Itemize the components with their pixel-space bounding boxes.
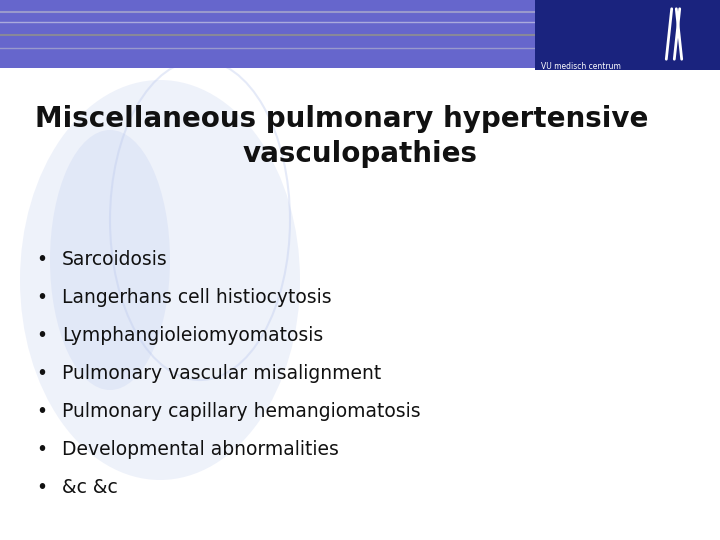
Text: •: • xyxy=(37,288,48,307)
Text: vasculopathies: vasculopathies xyxy=(243,140,477,168)
Text: •: • xyxy=(37,250,48,269)
Text: •: • xyxy=(37,440,48,459)
Text: Pulmonary capillary hemangiomatosis: Pulmonary capillary hemangiomatosis xyxy=(62,402,420,421)
Text: •: • xyxy=(37,364,48,383)
Text: •: • xyxy=(37,478,48,497)
Text: Lymphangioleiomyomatosis: Lymphangioleiomyomatosis xyxy=(62,326,323,345)
Text: Sarcoidosis: Sarcoidosis xyxy=(62,250,168,269)
Text: •: • xyxy=(37,326,48,345)
Text: •: • xyxy=(37,402,48,421)
Text: &c &c: &c &c xyxy=(62,478,118,497)
Bar xyxy=(535,0,720,70)
Text: Miscellaneous pulmonary hypertensive: Miscellaneous pulmonary hypertensive xyxy=(35,105,649,133)
Text: VU medisch centrum: VU medisch centrum xyxy=(541,62,621,71)
Text: Langerhans cell histiocytosis: Langerhans cell histiocytosis xyxy=(62,288,332,307)
Text: Pulmonary vascular misalignment: Pulmonary vascular misalignment xyxy=(62,364,382,383)
Bar xyxy=(0,0,720,68)
Ellipse shape xyxy=(50,130,170,390)
Ellipse shape xyxy=(20,80,300,480)
Text: Developmental abnormalities: Developmental abnormalities xyxy=(62,440,339,459)
